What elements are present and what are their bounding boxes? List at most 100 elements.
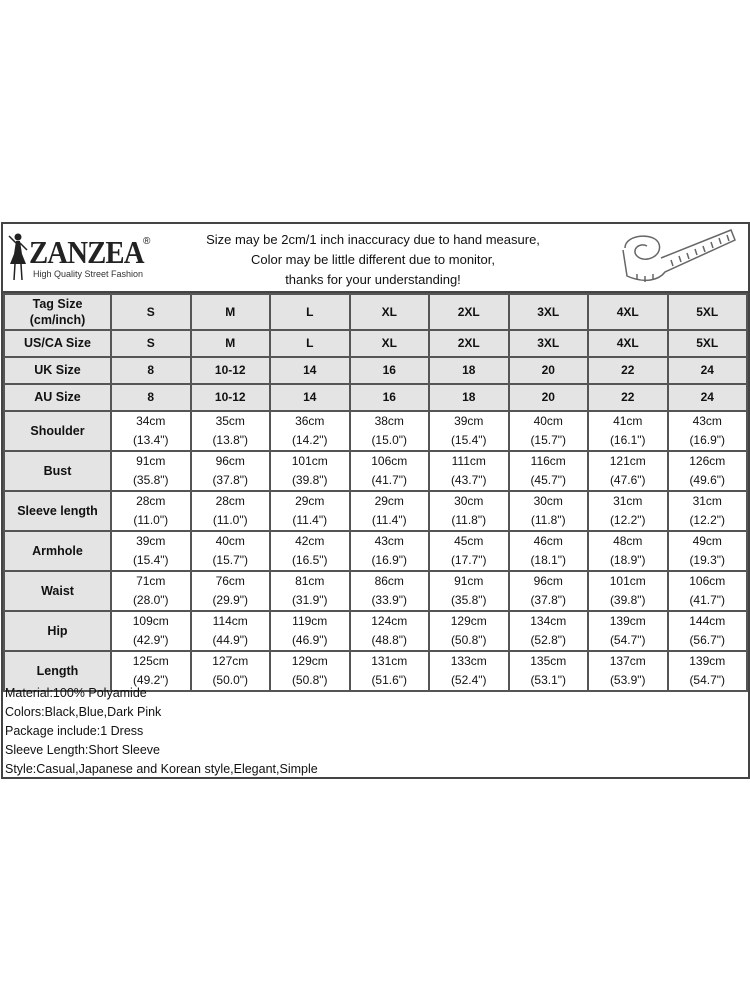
row-label: Hip [3, 610, 112, 652]
size-row: US/CA Size S M L XL 2XL 3XL 4XL 5XL [3, 329, 748, 358]
cm-value: 101cm [291, 454, 328, 468]
size-cell: 4XL [587, 329, 669, 358]
row-label: Bust [3, 450, 112, 492]
cm-value: 49cm [692, 534, 722, 548]
cm-value: 101cm [609, 574, 646, 588]
inch-value: (56.7") [689, 633, 726, 647]
inch-value: (13.4") [132, 433, 169, 447]
cm-value: 40cm [215, 534, 245, 548]
size-cell: 3XL [507, 293, 589, 331]
measurement-cell: 28cm (11.0") [189, 490, 271, 532]
cm-value: 129cm [291, 654, 328, 668]
cm-value: 116cm [530, 454, 566, 468]
cm-value: 96cm [533, 574, 563, 588]
measuring-tape-icon [622, 229, 736, 282]
inch-value: (11.8") [451, 513, 487, 527]
inch-value: (11.4") [292, 513, 328, 527]
size-cell: 4XL [587, 293, 669, 331]
cm-value: 119cm [292, 614, 328, 628]
size-cell: 20 [507, 356, 589, 385]
inch-value: (52.4") [450, 673, 487, 687]
measurement-cell: 31cm (12.2") [587, 490, 669, 532]
cm-value: 109cm [132, 614, 169, 628]
row-label-text: US/CA Size [24, 336, 91, 350]
product-info: Material:100% Polyamide Colors:Black,Blu… [5, 684, 318, 779]
inch-value: (52.8") [530, 633, 567, 647]
measurement-cell: 139cm (54.7") [666, 650, 748, 692]
measurement-cell: 28cm (11.0") [110, 490, 192, 532]
inch-value: (49.2") [132, 673, 169, 687]
size-cell: 24 [666, 356, 748, 385]
info-sleeve: Sleeve Length:Short Sleeve [5, 743, 160, 757]
inch-value: (13.8") [212, 433, 249, 447]
inch-value: (51.6") [371, 673, 408, 687]
inch-value: (42.9") [132, 633, 169, 647]
inch-value: (15.4") [132, 553, 169, 567]
cm-value: 40cm [533, 414, 563, 428]
inch-value: (11.0") [212, 513, 248, 527]
cm-value: 127cm [212, 654, 249, 668]
cm-value: 91cm [136, 454, 166, 468]
row-label: Shoulder [3, 410, 112, 452]
measurement-cell: 126cm (49.6") [666, 450, 748, 492]
inch-value: (39.8") [609, 593, 646, 607]
inch-value: (37.8") [530, 593, 567, 607]
cm-value: 29cm [374, 494, 404, 508]
inch-value: (16.1") [609, 433, 646, 447]
measurement-cell: 45cm (17.7") [428, 530, 510, 572]
inch-value: (15.0") [371, 433, 408, 447]
inch-value: (35.8") [132, 473, 169, 487]
size-cell: 2XL [428, 293, 510, 331]
row-label-text: UK Size [34, 363, 81, 377]
size-cell: XL [348, 293, 430, 331]
inch-value: (33.9") [371, 593, 408, 607]
inch-value: (43.7") [450, 473, 487, 487]
info-style: Style:Casual,Japanese and Korean style,E… [5, 762, 318, 776]
measurement-cell: 139cm (54.7") [587, 610, 669, 652]
size-notice: Size may be 2cm/1 inch inaccuracy due to… [163, 230, 583, 290]
cm-value: 42cm [295, 534, 325, 548]
cm-value: 114cm [212, 614, 248, 628]
row-label-text: Tag Size [32, 297, 83, 311]
info-colors: Colors:Black,Blue,Dark Pink [5, 705, 162, 719]
cm-value: 91cm [454, 574, 484, 588]
notice-line: Size may be 2cm/1 inch inaccuracy due to… [206, 232, 540, 247]
woman-silhouette-icon [8, 233, 28, 281]
size-cell: XL [348, 329, 430, 358]
size-cell: L [269, 329, 351, 358]
inch-value: (39.8") [291, 473, 328, 487]
row-label: Armhole [3, 530, 112, 572]
measurement-cell: 111cm (43.7") [428, 450, 510, 492]
inch-value: (35.8") [450, 593, 487, 607]
cm-value: 144cm [689, 614, 726, 628]
notice-line: thanks for your understanding! [285, 272, 461, 287]
inch-value: (19.3") [689, 553, 726, 567]
cm-value: 38cm [374, 414, 404, 428]
inch-value: (47.6") [609, 473, 646, 487]
row-label: US/CA Size [3, 329, 112, 358]
size-cell: S [110, 293, 192, 331]
measurement-cell: 40cm (15.7") [189, 530, 271, 572]
measurement-cell: 101cm (39.8") [269, 450, 351, 492]
inch-value: (48.8") [371, 633, 408, 647]
measurement-cell: 39cm (15.4") [428, 410, 510, 452]
cm-value: 134cm [530, 614, 567, 628]
size-cell: M [189, 329, 271, 358]
cm-value: 71cm [136, 574, 166, 588]
inch-value: (50.8") [291, 673, 328, 687]
measurement-row: Shoulder 34cm (13.4") 35cm (13.8") 36cm (14.2"… [3, 410, 748, 452]
measurement-cell: 131cm (51.6") [348, 650, 430, 692]
cm-value: 126cm [689, 454, 726, 468]
row-label: Sleeve length [3, 490, 112, 532]
cm-value: 106cm [689, 574, 726, 588]
measurement-row: Bust 91cm (35.8") 96cm (37.8") 101cm (39.8") 10… [3, 450, 748, 492]
cm-value: 139cm [689, 654, 726, 668]
inch-value: (44.9") [212, 633, 249, 647]
row-label: AU Size [3, 383, 112, 412]
inch-value: (15.4") [450, 433, 487, 447]
measurement-cell: 125cm (49.2") [110, 650, 192, 692]
inch-value: (53.9") [609, 673, 646, 687]
cm-value: 81cm [295, 574, 325, 588]
size-row: AU Size 8 10-12 14 16 18 20 22 24 [3, 383, 748, 412]
inch-value: (18.1") [530, 553, 567, 567]
